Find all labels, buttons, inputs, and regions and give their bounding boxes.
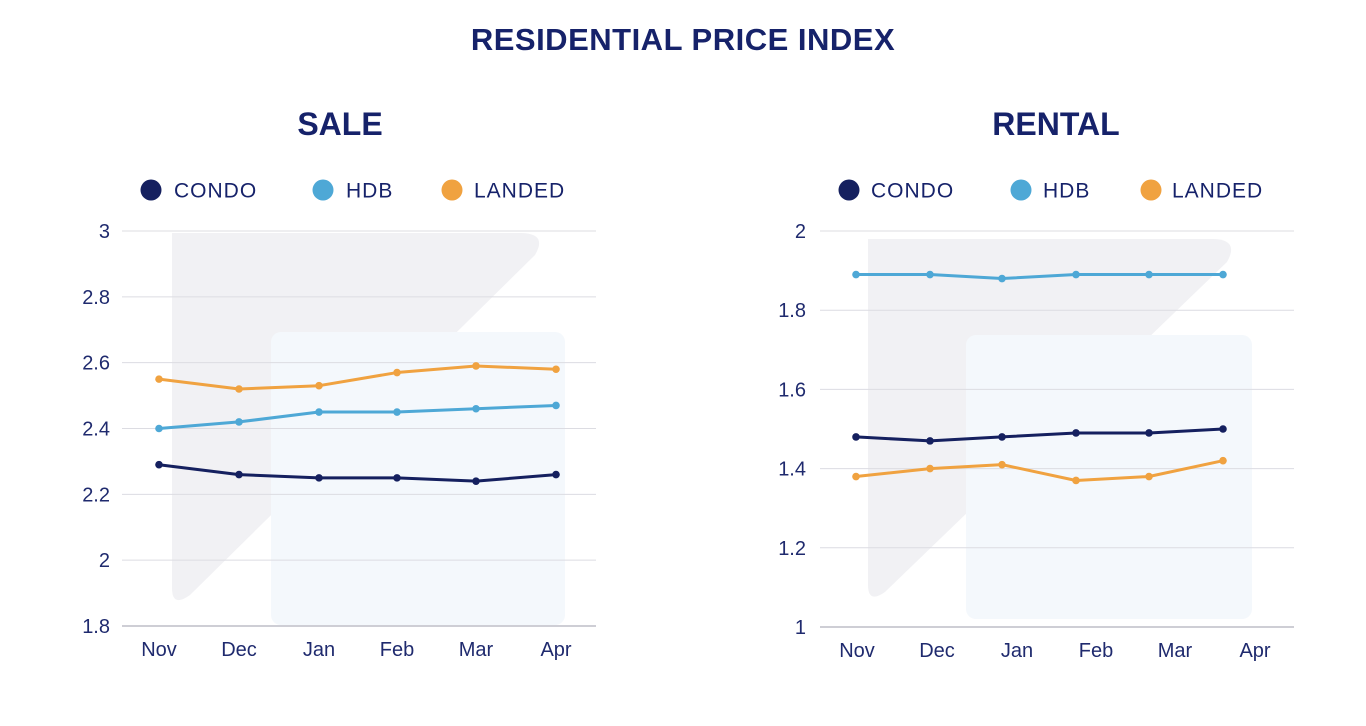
x-tick-label: Jan — [303, 639, 335, 661]
legend-label-hdb: HDB — [1043, 180, 1090, 203]
data-point-hdb — [1072, 270, 1080, 279]
legend-label-landed: LANDED — [474, 180, 565, 203]
data-point-hdb — [552, 401, 560, 410]
y-tick-label: 1.6 — [778, 379, 806, 401]
data-point-hdb — [235, 418, 243, 426]
series-line-landed — [855, 459, 1224, 482]
data-point-landed — [1219, 456, 1227, 465]
data-point-condo — [1219, 425, 1227, 433]
legend-label-landed: LANDED — [1172, 180, 1263, 203]
series-line-condo — [158, 463, 557, 483]
y-tick-label: 1 — [795, 617, 806, 639]
x-tick-label: Feb — [380, 639, 414, 661]
data-point-condo — [852, 433, 860, 441]
legend-marker-hdb — [312, 179, 334, 201]
data-point-hdb — [1145, 270, 1153, 279]
data-point-landed — [155, 375, 163, 383]
x-tick-label: Feb — [1079, 640, 1113, 662]
legend-marker-condo — [140, 179, 162, 201]
data-point-hdb — [998, 274, 1006, 283]
chart-rental: RENTAL CONDO HDB LANDED 1 1.2 1.4 1.6 1.8 2 Nov Dec… — [778, 106, 1294, 662]
data-point-landed — [1072, 476, 1080, 485]
data-point-condo — [235, 470, 243, 479]
data-point-condo — [393, 474, 401, 482]
x-tick-label: Apr — [1239, 640, 1270, 662]
data-point-hdb — [393, 408, 401, 416]
x-tick-label: Dec — [221, 639, 257, 661]
data-point-landed — [852, 472, 860, 481]
data-point-landed — [235, 385, 243, 393]
data-point-landed — [393, 368, 401, 377]
y-tick-label: 2.6 — [82, 353, 110, 375]
y-tick-label: 2.4 — [82, 419, 110, 441]
legend-label-condo: CONDO — [174, 180, 257, 203]
legend-marker-landed — [1140, 179, 1162, 201]
x-tick-label: Apr — [540, 639, 571, 661]
chart-title: SALE — [297, 106, 382, 142]
data-point-hdb — [155, 424, 163, 433]
x-tick-label: Mar — [1158, 640, 1193, 662]
y-tick-label: 2 — [99, 550, 110, 572]
y-tick-label: 1.8 — [82, 616, 110, 638]
chart-title: RENTAL — [992, 106, 1119, 142]
data-point-hdb — [852, 270, 860, 279]
x-tick-label: Nov — [141, 639, 177, 661]
series-line-condo — [855, 427, 1224, 443]
data-point-condo — [472, 477, 480, 485]
data-point-landed — [315, 381, 323, 390]
x-tick-label: Nov — [839, 640, 875, 662]
series-line-landed — [158, 364, 557, 391]
data-point-condo — [926, 437, 934, 445]
page-title: RESIDENTIAL PRICE INDEX — [470, 22, 896, 57]
data-point-hdb — [315, 408, 323, 416]
watermark-shape — [966, 335, 1252, 619]
data-point-landed — [998, 460, 1006, 469]
legend-marker-hdb — [1010, 179, 1032, 201]
data-point-landed — [926, 464, 934, 473]
data-point-condo — [552, 470, 560, 479]
data-point-hdb — [472, 404, 480, 413]
x-tick-label: Jan — [1001, 640, 1033, 662]
y-tick-label: 1.4 — [778, 459, 806, 481]
data-point-condo — [1145, 429, 1153, 437]
x-tick-label: Mar — [459, 639, 494, 661]
data-point-hdb — [1219, 270, 1227, 279]
y-tick-label: 2.2 — [82, 484, 110, 506]
y-tick-label: 1.2 — [778, 538, 806, 560]
data-point-condo — [315, 474, 323, 482]
y-tick-label: 2.8 — [82, 287, 110, 309]
y-tick-label: 3 — [99, 221, 110, 243]
series-line-hdb — [856, 273, 1223, 281]
data-point-condo — [998, 433, 1006, 441]
y-tick-label: 2 — [795, 221, 806, 243]
data-point-landed — [552, 365, 560, 374]
x-tick-label: Dec — [919, 640, 955, 662]
data-point-landed — [1145, 472, 1153, 481]
legend-label-hdb: HDB — [346, 180, 393, 203]
y-tick-label: 1.8 — [778, 300, 806, 322]
legend-marker-landed — [441, 179, 463, 201]
data-point-landed — [472, 362, 480, 370]
data-point-condo — [1072, 429, 1080, 437]
data-point-hdb — [926, 270, 934, 279]
chart-sale: SALE CONDO HDB LANDED 1.8 2 2.2 2.4 2.6 2.8 3 Nov De… — [82, 106, 596, 661]
series-line-hdb — [158, 403, 557, 430]
legend-marker-condo — [838, 179, 860, 201]
data-point-condo — [155, 460, 163, 469]
legend-label-condo: CONDO — [871, 180, 954, 203]
